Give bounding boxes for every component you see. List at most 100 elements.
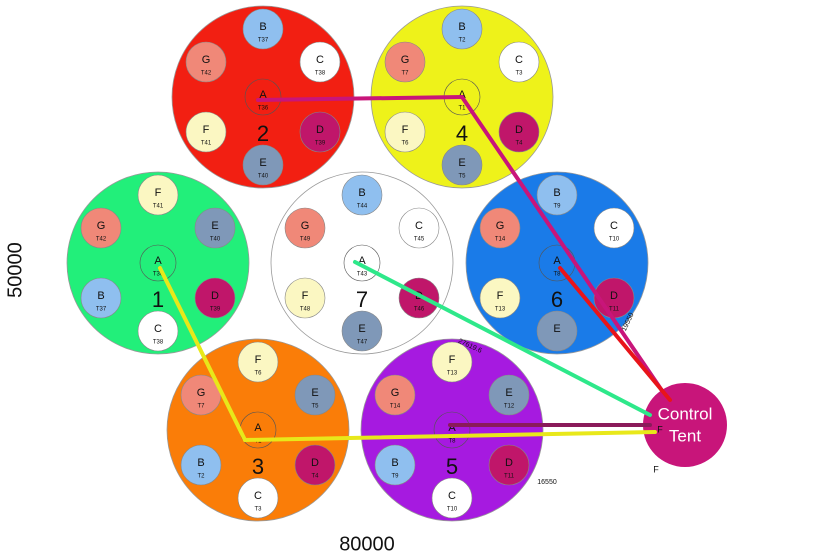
pod-letter: C xyxy=(515,54,523,66)
pod-letter: E xyxy=(259,157,266,169)
pod xyxy=(479,277,521,319)
hub-tag: T36 xyxy=(258,106,269,112)
pod xyxy=(299,41,341,83)
pod-tag: T9 xyxy=(553,204,561,210)
pod-letter: C xyxy=(154,323,162,335)
pod xyxy=(441,144,483,186)
pod-tag: T42 xyxy=(201,71,212,77)
cluster-number: 5 xyxy=(446,454,458,479)
pod-tag: T3 xyxy=(515,71,523,77)
pod xyxy=(384,111,426,153)
pod-tag: T2 xyxy=(458,38,466,44)
pod-letter: E xyxy=(553,323,560,335)
hub-letter: A xyxy=(259,89,267,101)
pod xyxy=(384,41,426,83)
pod xyxy=(242,8,284,50)
pod-tag: T48 xyxy=(300,307,311,313)
pod-tag: T9 xyxy=(391,474,399,480)
pod-tag: T7 xyxy=(401,71,409,77)
pod-letter: F xyxy=(497,290,504,302)
cluster-number: 1 xyxy=(152,287,164,312)
tent-label: Tent xyxy=(669,426,701,445)
pod xyxy=(294,444,336,486)
pod-tag: T37 xyxy=(258,38,269,44)
pod-letter: C xyxy=(254,490,262,502)
pod-letter: D xyxy=(311,457,319,469)
pod-tag: T41 xyxy=(201,141,212,147)
pod-letter: B xyxy=(358,187,365,199)
cluster: AT437BT44CT45DT46ET47FT48GT49 xyxy=(270,171,454,355)
cable xyxy=(243,430,657,442)
cluster-number: 6 xyxy=(551,287,563,312)
pod xyxy=(185,111,227,153)
pod-letter: C xyxy=(316,54,324,66)
pod-letter: E xyxy=(505,387,512,399)
pod xyxy=(80,277,122,319)
pod-letter: C xyxy=(415,220,423,232)
pod-tag: T6 xyxy=(401,141,409,147)
pod xyxy=(194,207,236,249)
pod-letter: G xyxy=(496,220,505,232)
y-label: 50000 xyxy=(4,242,26,298)
distance-label: 16550 xyxy=(537,479,557,486)
pod xyxy=(488,444,530,486)
pod xyxy=(431,341,473,383)
pod-tag: T11 xyxy=(504,474,515,480)
pod-letter: G xyxy=(197,387,206,399)
pod-letter: G xyxy=(301,220,310,232)
pod xyxy=(194,277,236,319)
pod-tag: T14 xyxy=(390,404,401,410)
hub-ring xyxy=(343,244,381,282)
cluster: A T36 2 B T37 C T38 D T39 E T40 F T41 G T42 xyxy=(171,5,355,189)
cluster: A T8 6 B T9 C T10 D T11 E F T13 G T14 xyxy=(465,171,649,355)
pod-letter: F xyxy=(302,290,309,302)
control-tent xyxy=(643,383,727,467)
pod-letter: F xyxy=(155,187,162,199)
pod-letter: C xyxy=(448,490,456,502)
pod-tag: T40 xyxy=(210,237,221,243)
hub-letter: A xyxy=(358,255,366,267)
pod xyxy=(593,207,635,249)
pod-letter: B xyxy=(259,21,266,33)
tent-marker: F xyxy=(653,464,659,474)
pod-tag: T49 xyxy=(300,237,311,243)
pod xyxy=(242,144,284,186)
pod xyxy=(237,477,279,519)
pod xyxy=(294,374,336,416)
pod xyxy=(284,207,326,249)
pod-tag: T41 xyxy=(153,204,164,210)
pod-tag: T14 xyxy=(495,237,506,243)
pod xyxy=(536,310,578,352)
pod-tag: T38 xyxy=(153,340,164,346)
pod-tag: T39 xyxy=(210,307,221,313)
pod-tag: T13 xyxy=(447,371,458,377)
pod-tag: T37 xyxy=(96,307,107,313)
pod-letter: F xyxy=(449,354,456,366)
pod xyxy=(180,444,222,486)
hub-tag: T1 xyxy=(458,106,466,112)
pod-letter: G xyxy=(202,54,211,66)
pod xyxy=(374,444,416,486)
pod-tag: T5 xyxy=(458,174,466,180)
tent-label: Control xyxy=(658,404,713,423)
pod-letter: D xyxy=(211,290,219,302)
hub-letter: A xyxy=(448,422,456,434)
pod-tag: T6 xyxy=(254,371,262,377)
pod-tag: T4 xyxy=(515,141,523,147)
pod-letter: D xyxy=(505,457,513,469)
pod-letter: E xyxy=(311,387,318,399)
hub-ring xyxy=(139,244,177,282)
pod xyxy=(536,174,578,216)
hub-letter: A xyxy=(553,255,561,267)
pod-tag: T10 xyxy=(447,507,458,513)
pod-letter: E xyxy=(358,323,365,335)
cluster: A T36 1 F T41 E T40 D T39 C T38 B T37 G T42 xyxy=(66,171,250,355)
pod-tag: T4 xyxy=(311,474,319,480)
pod xyxy=(284,277,326,319)
pod xyxy=(137,310,179,352)
pod-tag: T46 xyxy=(414,307,425,313)
pod-letter: D xyxy=(610,290,618,302)
hub-ring xyxy=(244,78,282,116)
pod-tag: T13 xyxy=(495,307,506,313)
cluster-number: 7 xyxy=(356,287,368,312)
